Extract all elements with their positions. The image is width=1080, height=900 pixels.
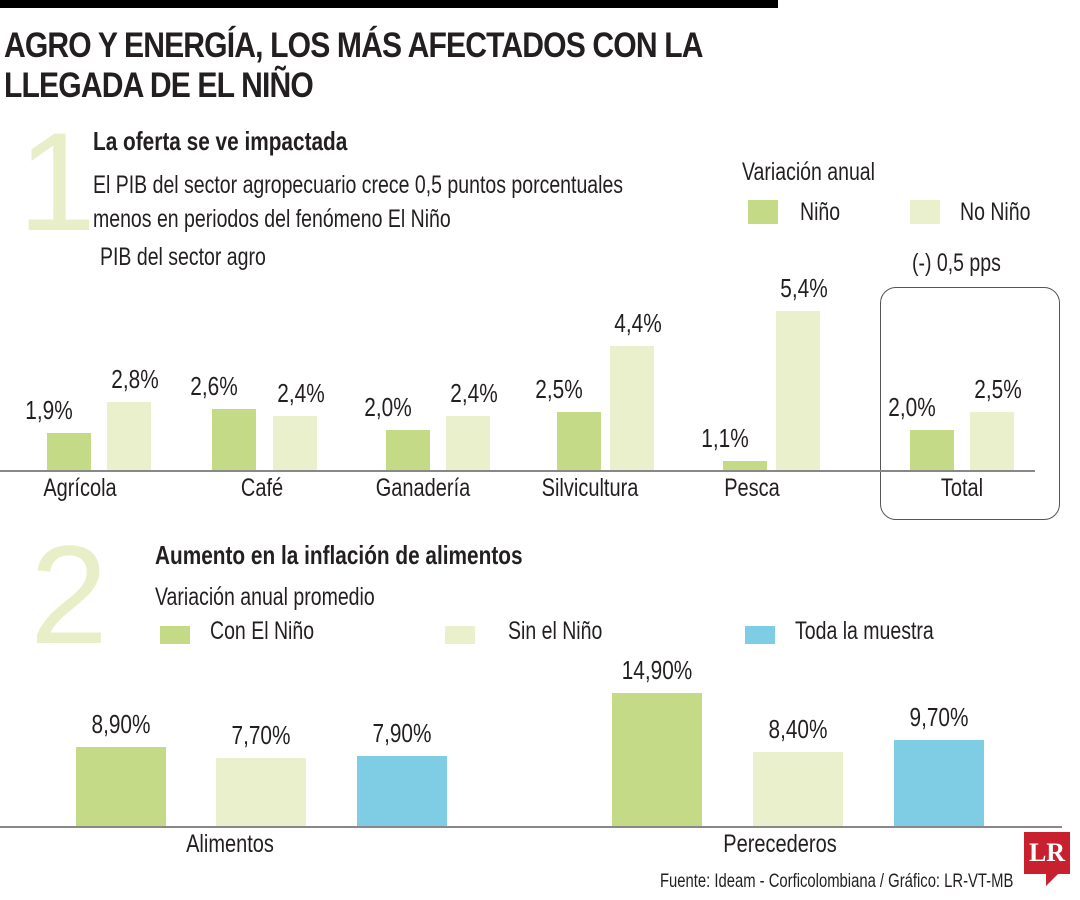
chart1-title: PIB del sector agro [100,243,266,271]
legend-label-no-nino: No Niño [960,198,1031,226]
legend-label-nino: Niño [800,198,841,226]
data-label: 2,0% [888,391,936,422]
top-bar [0,0,778,8]
chart2-legend-title: Variación anual promedio [155,583,375,611]
data-label: 2,8% [111,363,159,394]
bar-nino [723,461,767,470]
category-label: Agrícola [43,474,117,502]
legend-swatch-sin-nino [445,626,475,644]
bar-series-1 [216,758,306,826]
section2-heading: Aumento en la inflación de alimentos [155,540,523,570]
data-label: 2,4% [277,377,325,408]
lr-logo: LR [1024,832,1070,874]
section1-desc-line1: El PIB del sector agropecuario crece 0,5… [93,171,624,199]
chart2-axis [0,826,1062,828]
data-label: 1,9% [25,395,73,426]
bar-nino [557,412,601,470]
total-annotation: (-) 0,5 pps [912,249,1001,277]
chart1-legend-title: Variación anual [742,158,875,186]
bar-no-nino [273,415,317,470]
legend-swatch-toda-muestra [745,626,775,644]
data-label: 7,90% [372,718,432,749]
data-label: 1,1% [701,423,749,454]
data-label: 14,90% [621,655,693,686]
data-label: 4,4% [614,307,662,338]
category-label: Café [240,474,284,502]
bar-no-nino [970,412,1014,470]
source-note: Fuente: Ideam - Corficolombiana / Gráfic… [660,871,1014,892]
section-number-1: 1 [18,103,96,260]
category-label: Total [940,474,984,502]
section1-heading: La oferta se ve impactada [93,126,348,156]
bar-series-2 [357,756,447,826]
data-label: 2,6% [190,370,238,401]
data-label: 9,70% [909,702,969,733]
data-label: 2,0% [364,391,412,422]
bar-series-0 [612,693,702,826]
lr-logo-tail [1046,874,1058,886]
section-number-2: 2 [30,516,108,673]
chart1-axis [0,470,1035,472]
legend-label-sin-nino: Sin el Niño [508,617,603,645]
page-title: AGRO Y ENERGÍA, LOS MÁS AFECTADOS CON LA… [4,26,702,105]
data-label: 7,70% [231,720,291,751]
bar-nino [386,429,430,470]
category-label: Perecederos [723,830,837,858]
bar-no-nino [446,415,490,470]
data-label: 2,5% [535,374,583,405]
legend-swatch-con-nino [160,626,190,644]
bar-nino [47,433,91,470]
category-label: Alimentos [186,830,274,858]
data-label: 5,4% [780,272,828,303]
total-highlight-box [880,287,1060,520]
bar-series-1 [753,751,843,826]
bar-no-nino [776,310,820,470]
data-label: 8,90% [91,709,151,740]
legend-swatch-no-nino [910,200,940,224]
legend-label-toda-muestra: Toda la muestra [795,617,934,645]
data-label: 2,4% [450,377,498,408]
section1-desc-line2: menos en periodos del fenómeno El Niño [93,205,451,233]
category-label: Silvicultura [541,474,639,502]
legend-label-con-nino: Con El Niño [210,617,315,645]
bar-nino [910,429,954,470]
bar-no-nino [107,401,151,470]
category-label: Ganadería [375,474,471,502]
data-label: 2,5% [974,374,1022,405]
category-label: Pesca [724,474,780,502]
bar-no-nino [610,345,654,470]
bar-series-0 [76,747,166,826]
bar-nino [212,408,256,470]
legend-swatch-nino [748,200,778,224]
bar-series-2 [894,740,984,826]
data-label: 8,40% [768,713,828,744]
